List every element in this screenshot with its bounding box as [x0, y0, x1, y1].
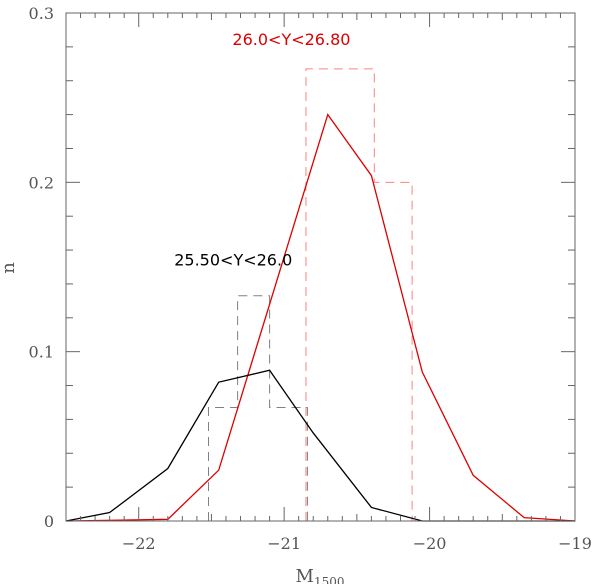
histogram-outline: [208, 295, 308, 521]
annotation-black-range: 25.50<Y<26.0: [174, 250, 292, 269]
histogram-outline: [305, 68, 413, 521]
y-tick-label: 0.2: [29, 173, 54, 192]
y-axis-label: n: [0, 262, 19, 274]
series-line: [65, 369, 575, 522]
x-tick-label: −21: [267, 534, 301, 553]
series-line: [65, 113, 576, 522]
x-axis-label: M1500: [296, 566, 345, 584]
axis-ticks: [65, 12, 576, 522]
x-axis-label-main: M: [296, 566, 314, 584]
x-tick-label: −22: [122, 534, 156, 553]
x-axis-label-subscript: 1500: [314, 575, 345, 584]
y-tick-label: 0.3: [29, 4, 54, 23]
x-tick-label: −20: [413, 534, 447, 553]
plot-frame: [65, 12, 576, 522]
x-tick-label: −19: [558, 534, 592, 553]
annotation-red-range: 26.0<Y<26.80: [232, 30, 350, 49]
tick-labels: −22 −21 −20 −19 0 0.1 0.2 0.3: [29, 4, 592, 553]
y-tick-label: 0.1: [29, 343, 54, 362]
series-lines: [65, 113, 576, 522]
y-tick-label: 0: [44, 512, 54, 531]
histograms: [208, 68, 413, 521]
